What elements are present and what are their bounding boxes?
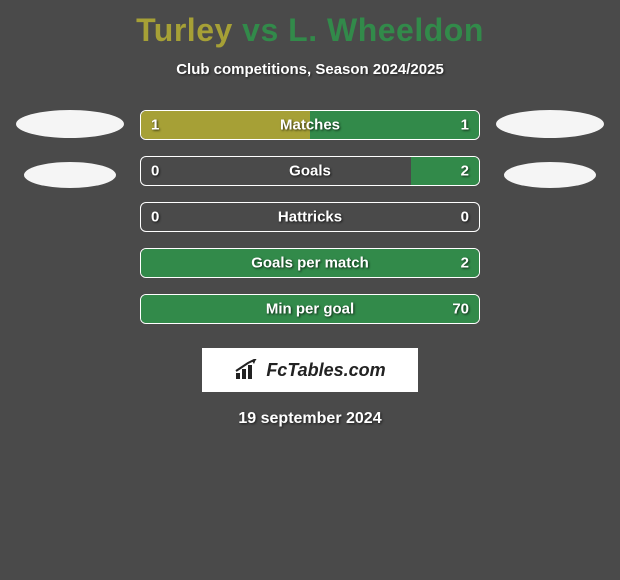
stat-value-left: 0 <box>151 209 159 226</box>
date-text: 19 september 2024 <box>0 410 620 428</box>
chart-icon <box>234 359 260 381</box>
comparison-widget: Turley vs L. Wheeldon Club competitions,… <box>0 0 620 580</box>
stat-bar: Matches 1 1 <box>140 110 480 140</box>
page-title: Turley vs L. Wheeldon <box>0 0 620 49</box>
stat-label: Goals per match <box>251 255 369 272</box>
stat-label: Matches <box>280 117 340 134</box>
stat-label: Hattricks <box>278 209 342 226</box>
stat-label: Goals <box>289 163 331 180</box>
logo-text: FcTables.com <box>266 360 385 381</box>
stat-bar: Goals 0 2 <box>140 156 480 186</box>
player2-avatar-col <box>490 110 610 188</box>
player1-avatar-col <box>10 110 130 188</box>
stat-value-right: 2 <box>461 163 469 180</box>
subtitle: Club competitions, Season 2024/2025 <box>0 61 620 78</box>
player1-name: Turley <box>136 12 233 48</box>
stat-bars: Matches 1 1 Goals 0 2 Hattricks 0 0 Goals per mat… <box>130 110 490 324</box>
content-row: Matches 1 1 Goals 0 2 Hattricks 0 0 Goals per mat… <box>0 110 620 324</box>
stat-bar: Hattricks 0 0 <box>140 202 480 232</box>
vs-text: vs <box>233 12 288 48</box>
stat-bar: Goals per match 2 <box>140 248 480 278</box>
player2-avatar-placeholder-top <box>496 110 604 138</box>
player2-avatar-placeholder-bottom <box>504 162 596 188</box>
stat-value-right: 2 <box>461 255 469 272</box>
stat-bar: Min per goal 70 <box>140 294 480 324</box>
stat-value-right: 70 <box>452 301 469 318</box>
stat-label: Min per goal <box>266 301 354 318</box>
player1-avatar-placeholder-bottom <box>24 162 116 188</box>
stat-value-left: 0 <box>151 163 159 180</box>
stat-value-left: 1 <box>151 117 159 134</box>
player1-avatar-placeholder-top <box>16 110 124 138</box>
fctables-logo[interactable]: FcTables.com <box>202 348 418 392</box>
stat-value-right: 1 <box>461 117 469 134</box>
stat-value-right: 0 <box>461 209 469 226</box>
player2-name: L. Wheeldon <box>288 12 484 48</box>
